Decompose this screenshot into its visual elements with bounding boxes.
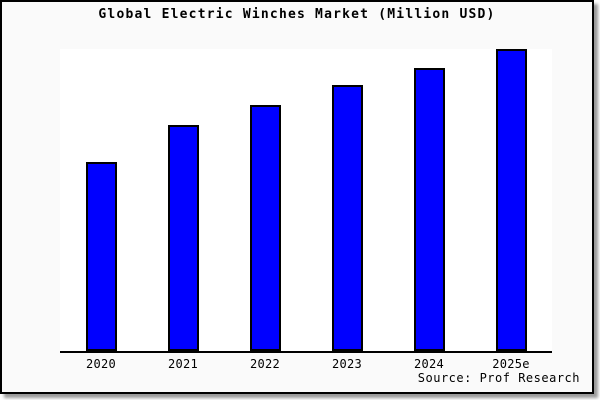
plot-area [60,49,552,353]
x-tick-2020: 2020 [85,357,117,371]
x-tick-2021: 2021 [167,357,199,371]
bar-2021 [167,125,199,351]
figure-frame: Global Electric Winches Market (Million … [0,0,594,394]
x-tick-2025e: 2025e [492,357,530,371]
chart-title: Global Electric Winches Market (Million … [98,7,496,22]
bar-2022 [249,104,281,351]
x-tick-2022: 2022 [249,357,281,371]
x-axis-labels: 2020 2021 2022 2023 2024 2025e [60,357,552,371]
bar-slot-2025e [470,49,552,351]
bar-slot-2020 [60,49,142,351]
bar-2023 [331,85,363,351]
bar-slot-2024 [388,49,470,351]
bar-slot-2023 [306,49,388,351]
bar-slot-2022 [224,49,306,351]
x-tick-2024: 2024 [413,357,445,371]
bar-2024 [413,68,445,351]
bars-container [60,49,552,351]
source-credit: Source: Prof Research [417,371,580,385]
bar-2020 [85,162,117,351]
x-tick-2023: 2023 [331,357,363,371]
bar-slot-2021 [142,49,224,351]
bar-2025e [495,49,527,351]
